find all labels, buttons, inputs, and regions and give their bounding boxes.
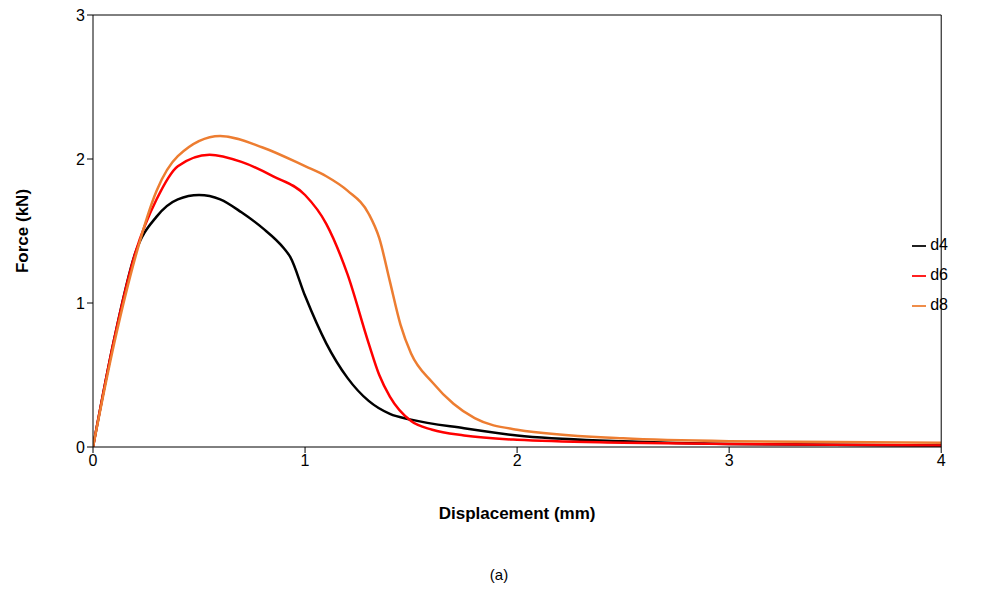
svg-text:0: 0	[89, 452, 98, 469]
svg-text:4: 4	[937, 452, 946, 469]
svg-text:Force (kN): Force (kN)	[13, 189, 32, 273]
html-text:d6: d6	[930, 266, 948, 283]
svg-text:3: 3	[76, 7, 85, 24]
html-text:d8: d8	[930, 296, 948, 313]
html-text:(a): (a)	[489, 566, 509, 583]
svg-text:3: 3	[725, 452, 734, 469]
svg-text:2: 2	[513, 452, 522, 469]
svg-text:2: 2	[76, 151, 85, 168]
svg-text:1: 1	[301, 452, 310, 469]
svg-text:1: 1	[76, 295, 85, 312]
svg-text:0: 0	[76, 439, 85, 456]
html-text:d4: d4	[930, 236, 948, 253]
svg-text:Displacement (mm): Displacement (mm)	[439, 504, 596, 523]
